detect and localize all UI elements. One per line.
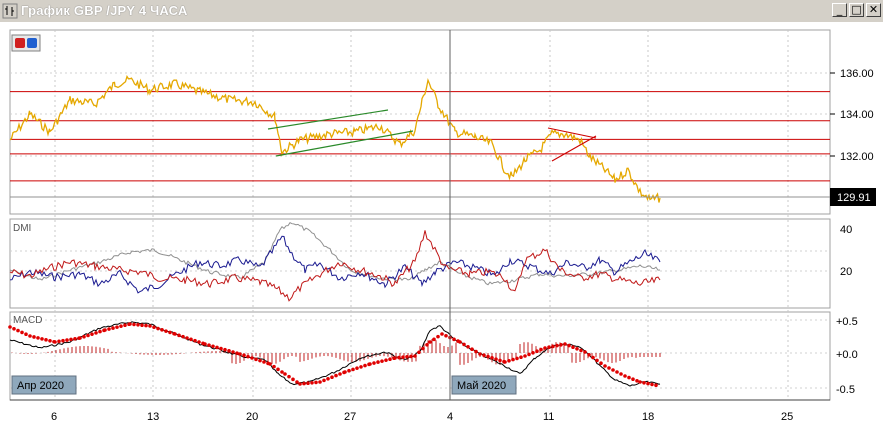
- x-tick-18: 18: [642, 411, 654, 423]
- dmi-plus-line: [9, 235, 661, 294]
- macd-line: [9, 321, 661, 387]
- chart-window-icon: [2, 3, 18, 19]
- price-tick-134: 134.00: [840, 109, 874, 121]
- dmi-panel-frame: [9, 218, 831, 309]
- price-axis-ticks: [830, 72, 835, 157]
- month-label-may-box: [451, 375, 517, 395]
- macd-label: MACD: [13, 315, 42, 326]
- macd-signal-dots: [8, 322, 658, 388]
- price-tick-136: 136.00: [840, 68, 874, 80]
- triangle-line-upper: [547, 127, 597, 139]
- price-panel-frame: [9, 29, 831, 215]
- x-tick-4: 4: [447, 411, 453, 423]
- chart-svg: 129.91 136.00 134.00 132.00 DMI 40 20 MA…: [8, 29, 876, 423]
- triangle-line-lower: [551, 135, 597, 162]
- horizontal-grid: [10, 72, 830, 389]
- window-titlebar[interactable]: График GBP /JPY 4 ЧАСА _ □ ✕: [0, 0, 883, 23]
- channel-line-lower: [275, 130, 414, 157]
- dmi-tick-40: 40: [840, 224, 852, 236]
- price-levels: [10, 91, 830, 182]
- dmi-tick-20: 20: [840, 266, 852, 278]
- month-label-may: Май 2020: [457, 380, 506, 392]
- minimize-button[interactable]: _: [832, 3, 847, 17]
- x-tick-6: 6: [51, 411, 57, 423]
- price-tick-132: 132.00: [840, 151, 874, 163]
- price-line: [9, 74, 661, 203]
- current-price-badge: [830, 188, 876, 206]
- x-tick-20: 20: [246, 411, 258, 423]
- macd-tick-zero: +0.0: [836, 349, 858, 361]
- month-label-apr: Апр 2020: [17, 380, 64, 392]
- month-label-apr-box: [11, 375, 77, 395]
- macd-tick-plus: +0.5: [836, 316, 858, 328]
- current-price-label: 129.91: [837, 192, 871, 204]
- maximize-button[interactable]: □: [849, 3, 864, 17]
- close-button[interactable]: ✕: [866, 3, 881, 17]
- x-tick-25: 25: [781, 411, 793, 423]
- window-title: График GBP /JPY 4 ЧАСА: [21, 3, 188, 18]
- color-swatch-icon[interactable]: [11, 34, 41, 52]
- x-tick-11: 11: [543, 411, 554, 423]
- dmi-label: DMI: [13, 223, 31, 234]
- macd-tick-minus: -0.5: [836, 384, 855, 396]
- dmi-adx-line: [9, 222, 661, 286]
- chart-area[interactable]: 129.91 136.00 134.00 132.00 DMI 40 20 MA…: [0, 22, 883, 429]
- x-tick-13: 13: [147, 411, 159, 423]
- x-tick-27: 27: [344, 411, 356, 423]
- dmi-minus-line: [9, 230, 661, 302]
- channel-line-upper: [267, 109, 389, 130]
